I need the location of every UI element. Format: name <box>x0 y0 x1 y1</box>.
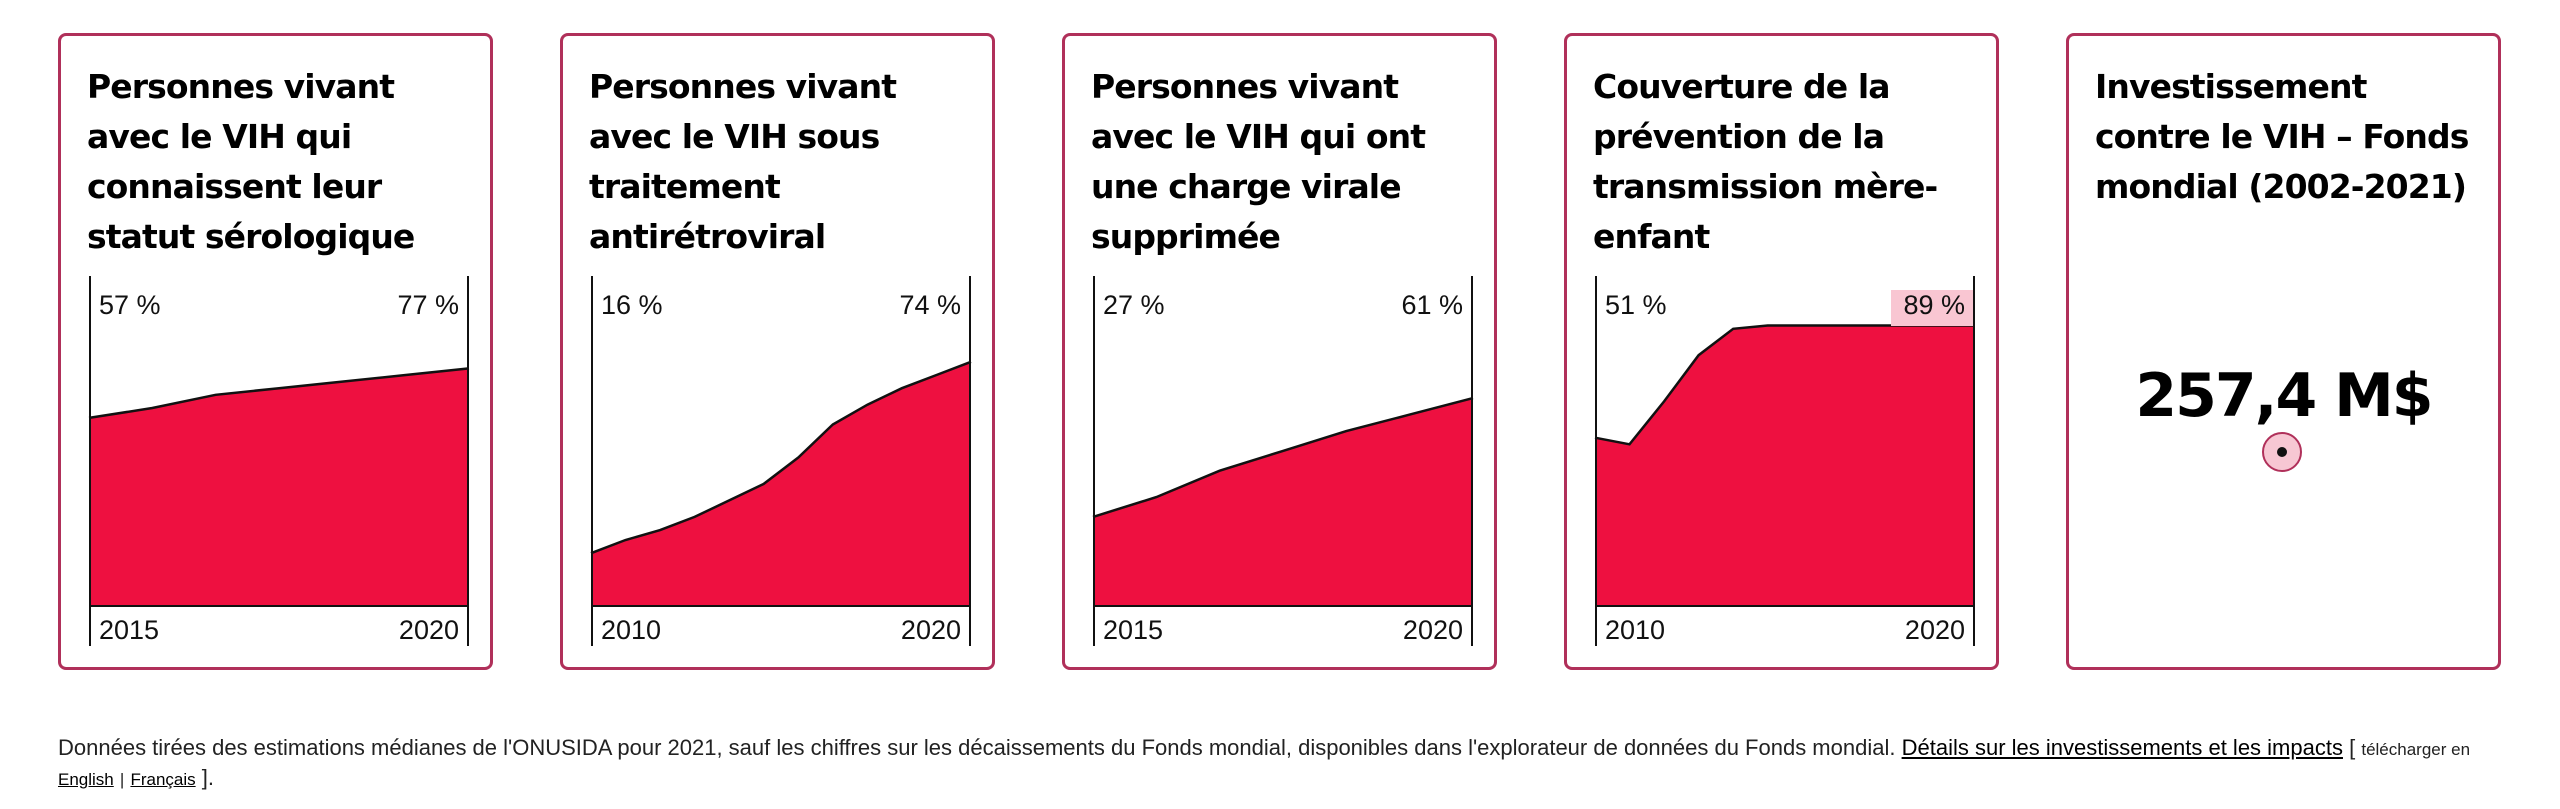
chart-svg: 57 % 77 % 2015 2020 <box>88 276 470 646</box>
card-viral-suppression: Personnes vivant avec le VIH qui ont une… <box>1062 33 1497 670</box>
footnote-text: Données tirées des estimations médianes … <box>58 735 1896 760</box>
x-end-tick-label: 2020 <box>1403 615 1463 645</box>
info-marker-icon[interactable] <box>2262 432 2302 472</box>
x-end-tick-label: 2020 <box>901 615 961 645</box>
chart-svg: 27 % 61 % 2015 2020 <box>1092 276 1474 646</box>
area-fill <box>591 361 971 606</box>
end-value-label: 89 % <box>1903 290 1965 320</box>
download-english-link[interactable]: English <box>58 770 114 789</box>
x-start-tick-label: 2010 <box>601 615 661 645</box>
download-prefix: télécharger en <box>2361 740 2471 759</box>
card-title: Personnes vivant avec le VIH sous traite… <box>589 67 897 256</box>
start-value-label: 16 % <box>601 290 663 320</box>
card-title: Personnes vivant avec le VIH qui ont une… <box>1091 67 1426 256</box>
end-label-highlight <box>1891 290 1973 326</box>
area-fill <box>1595 325 1975 606</box>
card-investment: Investissement contre le VIH – Fonds mon… <box>2066 33 2501 670</box>
start-value-label: 27 % <box>1103 290 1165 320</box>
area-fill <box>1093 398 1473 606</box>
area-chart: 51 % 89 % 2010 2020 <box>1594 276 1975 646</box>
investment-value: 257,4 M$ <box>2135 361 2433 431</box>
end-value-label: 77 % <box>397 290 459 320</box>
card-knowledge-of-status: Personnes vivant avec le VIH qui connais… <box>58 33 493 670</box>
card-pmtct-coverage: Couverture de la prévention de la transm… <box>1564 33 1999 670</box>
start-value-label: 51 % <box>1605 290 1667 320</box>
investments-impacts-link[interactable]: Détails sur les investissements et les i… <box>1901 735 2343 760</box>
series-line <box>88 367 470 420</box>
end-value-label: 61 % <box>1401 290 1463 320</box>
area-chart: 57 % 77 % 2015 2020 <box>88 276 470 646</box>
series-line <box>590 360 972 555</box>
download-bracket-open: [ <box>2349 735 2356 760</box>
card-title: Personnes vivant avec le VIH qui connais… <box>87 67 415 256</box>
footnote: Données tirées des estimations médianes … <box>58 734 2498 794</box>
start-value-label: 57 % <box>99 290 161 320</box>
area-fill <box>89 368 469 606</box>
x-start-tick-label: 2015 <box>1103 615 1163 645</box>
x-start-tick-label: 2010 <box>1605 615 1665 645</box>
area-chart: 16 % 74 % 2010 2020 <box>590 276 972 646</box>
chart-svg: 51 % 89 % 2010 2020 <box>1594 276 1975 646</box>
end-value-label: 74 % <box>899 290 961 320</box>
x-end-tick-label: 2020 <box>399 615 459 645</box>
series-line <box>1092 396 1474 519</box>
download-separator: | <box>119 770 125 789</box>
card-title: Investissement contre le VIH – Fonds mon… <box>2095 67 2469 206</box>
card-title: Couverture de la prévention de la transm… <box>1593 67 1938 256</box>
download-bracket-close: ]. <box>201 765 214 790</box>
chart-svg: 16 % 74 % 2010 2020 <box>590 276 972 646</box>
x-end-tick-label: 2020 <box>1905 615 1965 645</box>
x-start-tick-label: 2015 <box>99 615 159 645</box>
card-treatment: Personnes vivant avec le VIH sous traite… <box>560 33 995 670</box>
area-chart: 27 % 61 % 2015 2020 <box>1092 276 1474 646</box>
download-french-link[interactable]: Français <box>130 770 196 789</box>
